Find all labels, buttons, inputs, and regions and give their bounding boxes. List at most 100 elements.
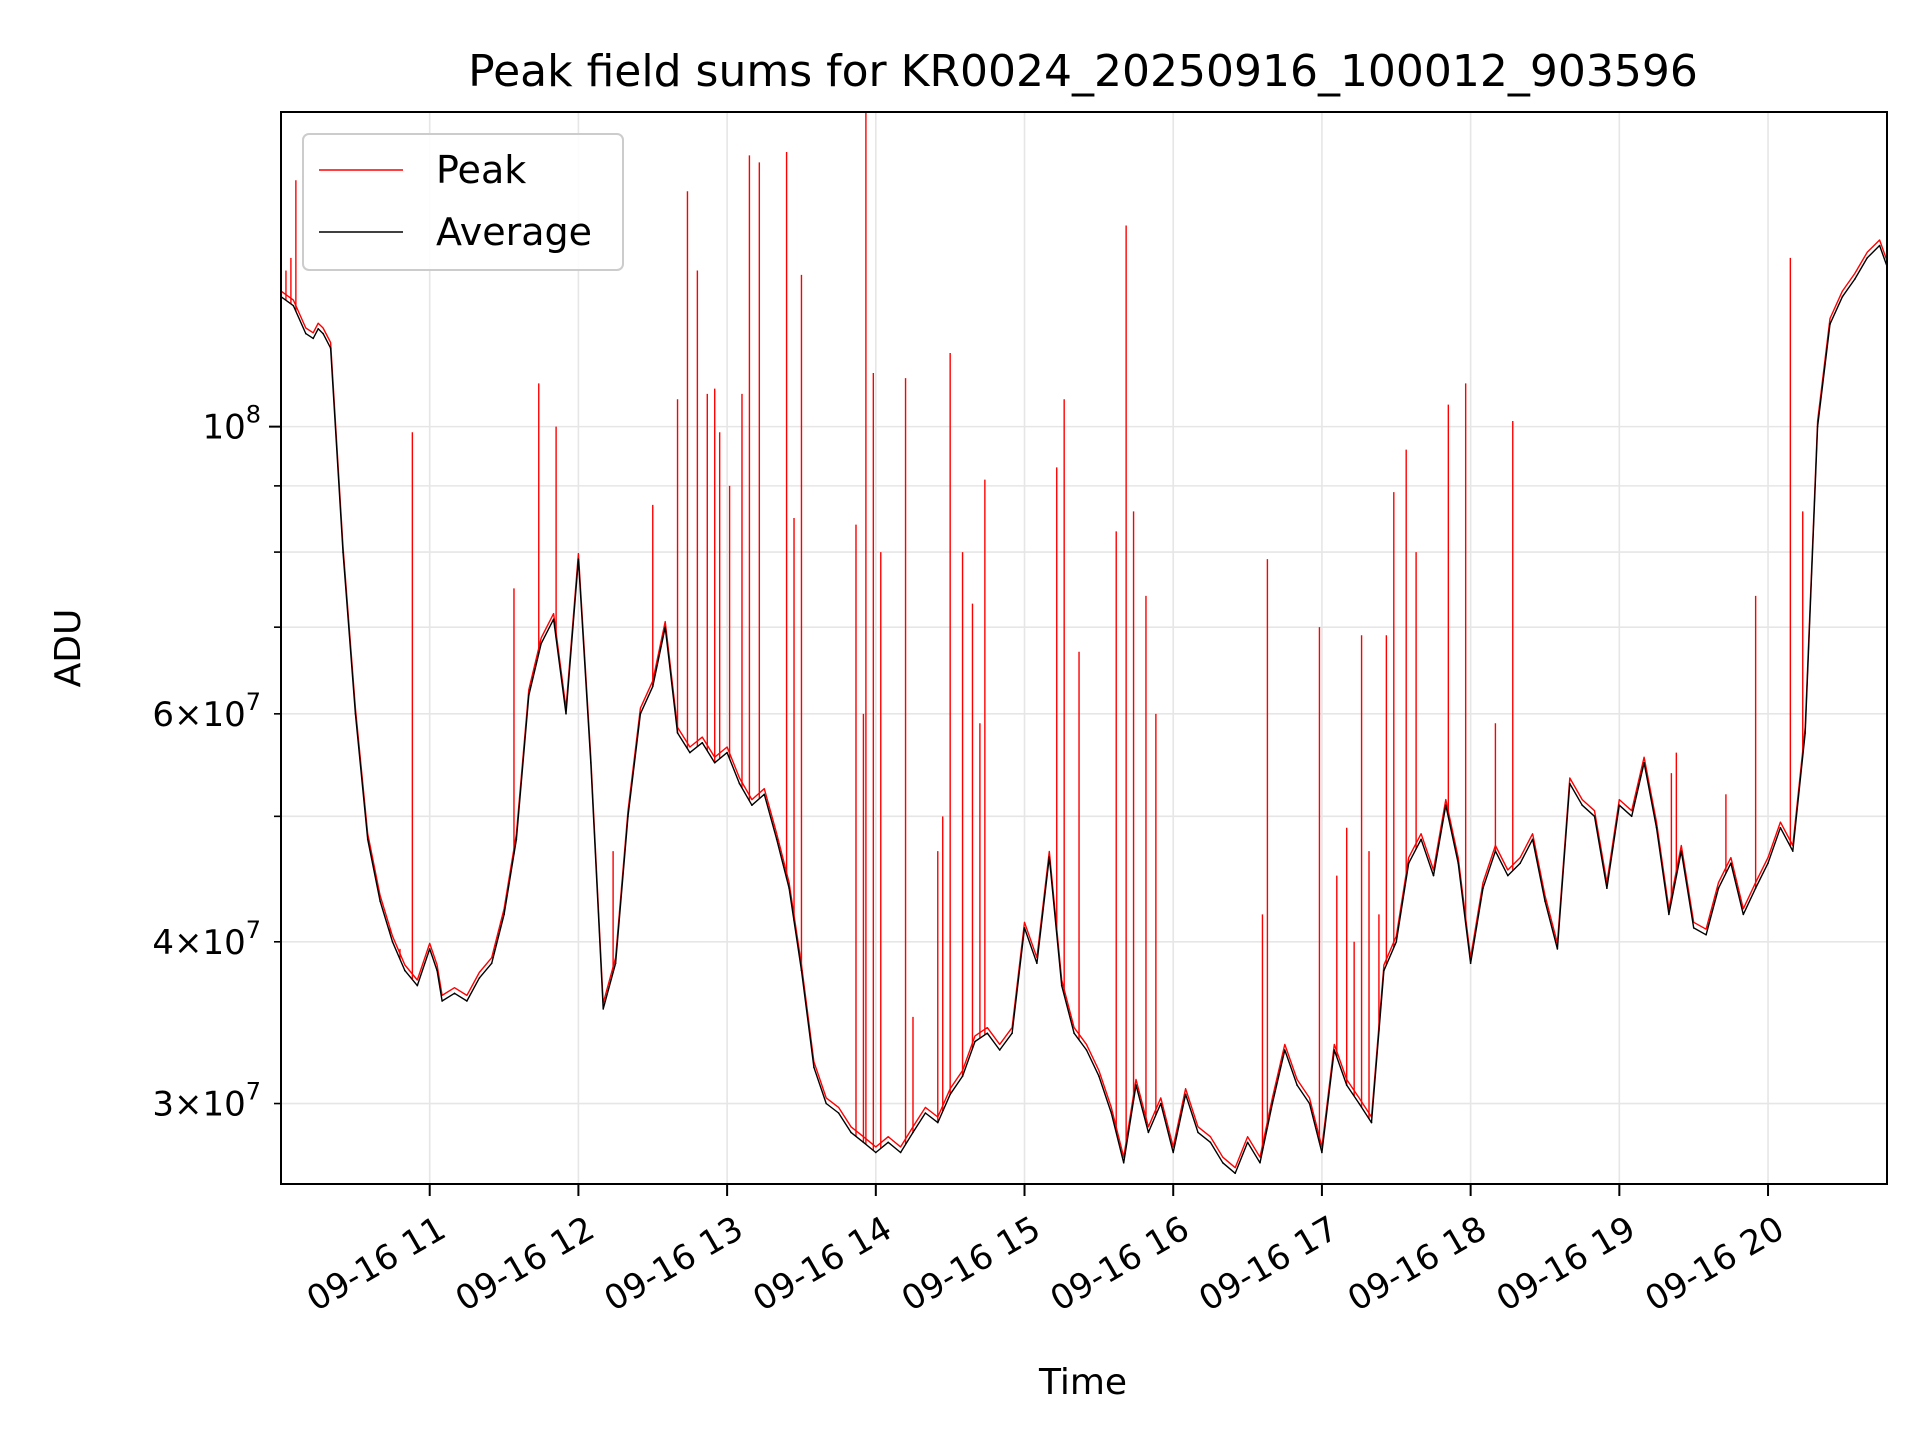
- average-point: [565, 713, 567, 715]
- average-point: [875, 1151, 877, 1154]
- average-point: [949, 1093, 951, 1096]
- average-point: [391, 941, 394, 943]
- average-point: [937, 1121, 939, 1124]
- average-point: [800, 969, 803, 972]
- average-point: [312, 337, 315, 340]
- average-point: [528, 694, 530, 697]
- average-point: [305, 332, 307, 335]
- average-point: [1792, 850, 1794, 852]
- average-point: [1308, 1102, 1311, 1105]
- average-point: [1680, 850, 1683, 852]
- average-point: [503, 913, 505, 916]
- average-point: [1259, 1162, 1261, 1164]
- average-point: [1358, 1102, 1360, 1105]
- average-point: [540, 642, 542, 645]
- average-point: [763, 793, 766, 796]
- y-tick-label: 108: [202, 401, 261, 448]
- average-point: [676, 732, 679, 734]
- average-point: [837, 1112, 840, 1114]
- average-point: [354, 713, 357, 715]
- average-point: [317, 328, 320, 330]
- average-point: [1333, 1049, 1336, 1051]
- average-point: [1395, 941, 1398, 943]
- average-point: [1519, 862, 1521, 864]
- average-point: [453, 992, 456, 995]
- average-point: [1060, 984, 1063, 987]
- average-point: [379, 900, 381, 902]
- average-point: [1122, 1162, 1125, 1164]
- legend-peak-label: Peak: [436, 148, 526, 192]
- average-point: [366, 838, 369, 841]
- average-point: [1432, 874, 1435, 877]
- average-point: [1023, 927, 1026, 929]
- average-point: [1643, 762, 1645, 764]
- average-point: [1160, 1102, 1162, 1105]
- average-point: [974, 1040, 976, 1043]
- average-point: [1531, 838, 1534, 841]
- average-point: [1705, 934, 1707, 936]
- average-point: [738, 782, 741, 785]
- average-point: [1407, 862, 1410, 864]
- average-point: [1606, 887, 1608, 889]
- average-point: [602, 1008, 604, 1010]
- average-point: [751, 804, 753, 806]
- average-point: [1618, 804, 1621, 806]
- average-point: [1085, 1049, 1088, 1051]
- average-point: [1569, 782, 1571, 785]
- average-point: [788, 887, 790, 889]
- average-point: [1098, 1075, 1100, 1077]
- average-point: [1420, 838, 1422, 841]
- average-series: [280, 244, 1888, 1175]
- average-point: [552, 618, 555, 620]
- average-point: [1048, 856, 1051, 858]
- average-point: [1222, 1162, 1224, 1164]
- average-point: [1544, 900, 1546, 902]
- average-point: [639, 713, 642, 715]
- average-point: [998, 1049, 1001, 1051]
- y-tick-label: 6×107: [152, 688, 261, 735]
- average-point: [775, 838, 778, 841]
- plot-frame: [280, 111, 1888, 1185]
- average-point: [1147, 1131, 1150, 1134]
- average-point: [1804, 732, 1806, 734]
- average-point: [1172, 1151, 1174, 1154]
- average-point: [1184, 1093, 1187, 1096]
- average-point: [1011, 1032, 1013, 1034]
- average-point: [515, 838, 518, 841]
- average-point: [1742, 913, 1745, 916]
- average-point: [1866, 257, 1868, 259]
- average-point: [1321, 1151, 1323, 1154]
- average-point: [961, 1075, 964, 1077]
- average-point: [924, 1112, 927, 1114]
- average-point: [577, 558, 580, 560]
- legend: Peak Average: [302, 133, 624, 271]
- average-point: [1767, 862, 1769, 864]
- average-point: [912, 1131, 914, 1134]
- average-point: [1841, 295, 1844, 298]
- average-point: [1507, 874, 1509, 877]
- average-point: [614, 962, 617, 965]
- average-point: [899, 1151, 902, 1154]
- average-point: [1482, 887, 1484, 889]
- average-point: [1854, 278, 1856, 280]
- average-point: [813, 1066, 815, 1069]
- average-point: [404, 969, 406, 972]
- average-point: [1668, 913, 1670, 916]
- average-point: [1717, 887, 1720, 889]
- average-point: [590, 762, 592, 764]
- average-point: [862, 1141, 865, 1144]
- average-point: [1209, 1141, 1212, 1144]
- average-point: [887, 1141, 889, 1144]
- average-point: [1655, 826, 1658, 829]
- average-point: [1457, 862, 1459, 864]
- average-point: [664, 626, 666, 628]
- average-point: [1581, 804, 1583, 806]
- y-axis-ticks: 108 3×107 4×107 6×107: [152, 401, 281, 1125]
- average-point: [1271, 1102, 1274, 1105]
- average-line: [280, 244, 1888, 1174]
- average-point: [1246, 1141, 1249, 1144]
- average-point: [1345, 1084, 1348, 1086]
- average-point: [292, 304, 295, 307]
- average-point: [850, 1131, 852, 1134]
